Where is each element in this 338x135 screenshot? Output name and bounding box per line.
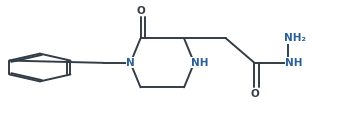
Text: NH: NH [285, 58, 303, 68]
Text: O: O [250, 89, 259, 99]
Text: N: N [126, 58, 135, 68]
Text: NH₂: NH₂ [284, 33, 306, 43]
Text: O: O [136, 6, 145, 16]
Text: NH: NH [191, 58, 209, 68]
